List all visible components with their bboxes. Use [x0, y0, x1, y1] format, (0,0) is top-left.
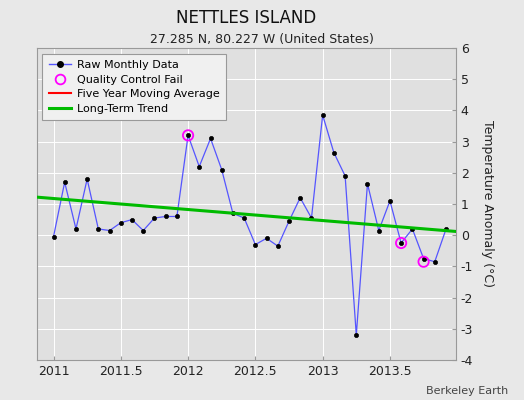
Point	[397, 240, 405, 246]
Y-axis label: Temperature Anomaly (°C): Temperature Anomaly (°C)	[481, 120, 494, 288]
Text: 27.285 N, 80.227 W (United States): 27.285 N, 80.227 W (United States)	[150, 33, 374, 46]
Title: NETTLES ISLAND: NETTLES ISLAND	[176, 9, 316, 27]
Point	[184, 132, 192, 138]
Point	[419, 258, 428, 265]
Text: Berkeley Earth: Berkeley Earth	[426, 386, 508, 396]
Legend: Raw Monthly Data, Quality Control Fail, Five Year Moving Average, Long-Term Tren: Raw Monthly Data, Quality Control Fail, …	[42, 54, 226, 120]
